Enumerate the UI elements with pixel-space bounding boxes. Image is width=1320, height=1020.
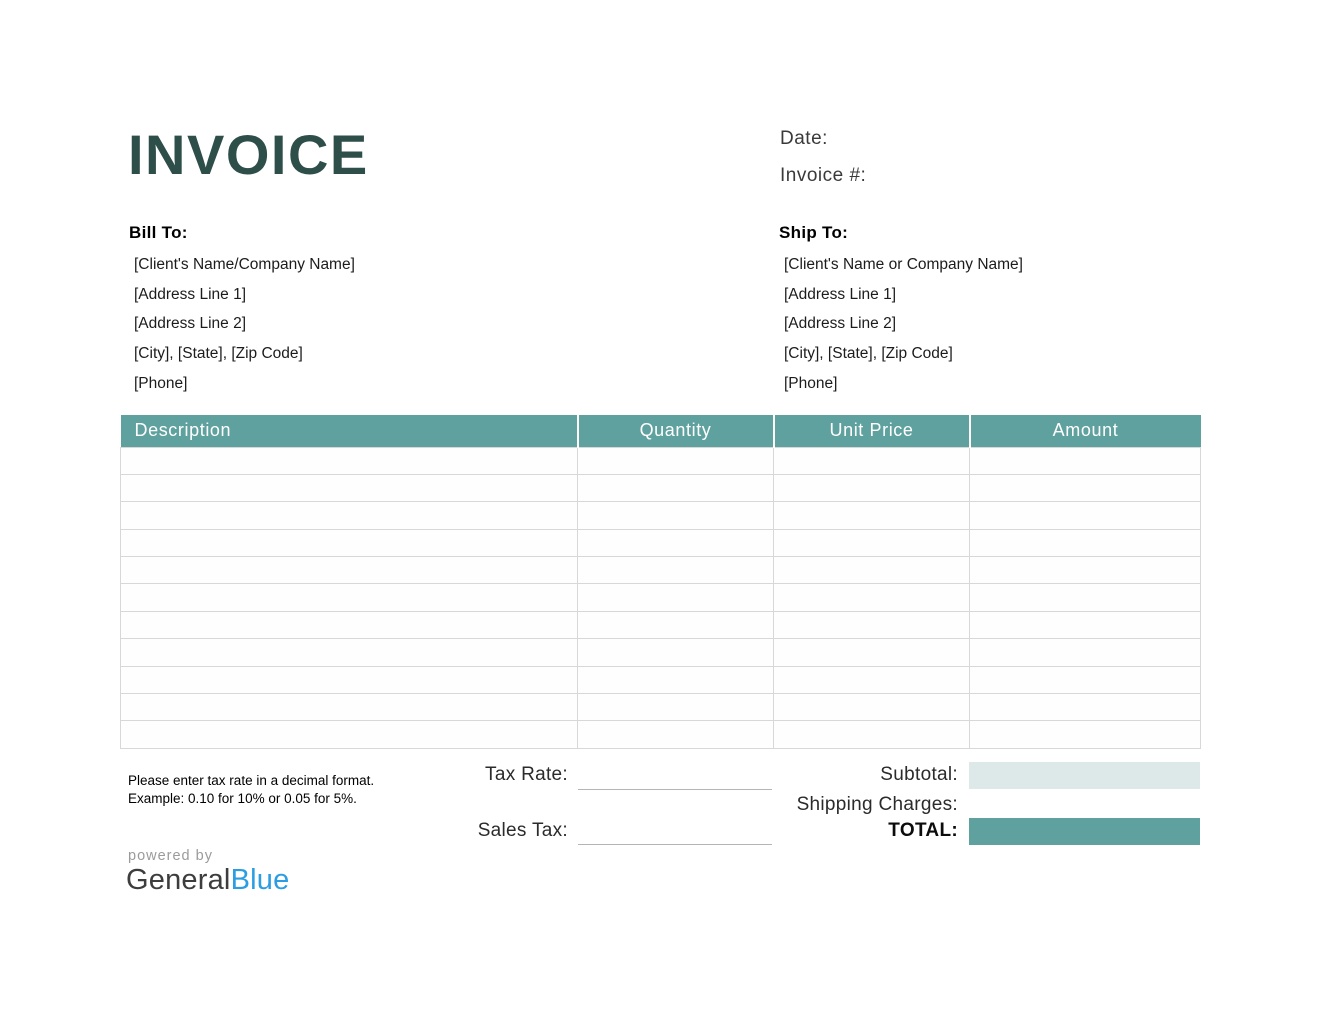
table-cell[interactable] — [969, 638, 1201, 667]
table-cell[interactable] — [120, 610, 578, 640]
table-row — [120, 610, 1201, 640]
powered-by-label: powered by — [128, 848, 213, 864]
table-cell[interactable] — [577, 556, 774, 585]
table-row — [120, 556, 1201, 585]
bill-to-address-line-1: [Address Line 1] — [134, 285, 247, 303]
table-cell[interactable] — [577, 665, 774, 695]
table-header-row: Description Quantity Unit Price Amount — [120, 415, 1201, 447]
ship-to-address-line-2: [Address Line 2] — [784, 315, 897, 333]
table-cell[interactable] — [120, 638, 578, 667]
bill-to-address-line-2: [Address Line 2] — [134, 315, 247, 333]
tax-rate-input[interactable] — [578, 765, 772, 790]
table-cell[interactable] — [773, 473, 970, 503]
ship-to-section: Ship To: [Client's Name or Company Name]… — [779, 223, 1199, 399]
table-row — [120, 665, 1201, 695]
table-cell[interactable] — [773, 583, 970, 612]
table-row — [120, 528, 1201, 558]
table-row — [120, 473, 1201, 503]
table-cell[interactable] — [120, 583, 578, 612]
sales-tax-input[interactable] — [578, 820, 772, 845]
line-items-table: Description Quantity Unit Price Amount — [120, 415, 1201, 749]
tax-note-line-1: Please enter tax rate in a decimal forma… — [128, 773, 375, 788]
table-cell[interactable] — [773, 556, 970, 585]
table-cell[interactable] — [120, 501, 578, 530]
bill-to-heading: Bill To: — [129, 223, 188, 242]
ship-to-heading: Ship To: — [779, 223, 849, 242]
subtotal-label: Subtotal: — [880, 764, 958, 785]
table-cell[interactable] — [969, 528, 1201, 558]
table-cell[interactable] — [773, 638, 970, 667]
table-row — [120, 638, 1201, 667]
bill-to-city-state-zip: [City], [State], [Zip Code] — [134, 345, 303, 363]
table-cell[interactable] — [577, 720, 774, 749]
brand-blue: Blue — [230, 864, 290, 896]
shipping-charges-label: Shipping Charges: — [796, 794, 958, 815]
table-cell[interactable] — [969, 556, 1201, 585]
tax-note: Please enter tax rate in a decimal forma… — [128, 772, 374, 807]
ship-to-city-state-zip: [City], [State], [Zip Code] — [784, 345, 953, 363]
table-cell[interactable] — [577, 693, 774, 722]
ship-to-client-name: [Client's Name or Company Name] — [784, 256, 1023, 273]
tax-note-line-2: Example: 0.10 for 10% or 0.05 for 5%. — [128, 790, 357, 806]
subtotal-value-cell[interactable] — [969, 762, 1200, 789]
table-cell[interactable] — [773, 501, 970, 530]
sales-tax-label: Sales Tax: — [477, 820, 568, 841]
table-cell[interactable] — [120, 446, 578, 475]
bill-to-section: Bill To: [Client's Name/Company Name] [A… — [129, 223, 549, 399]
table-cell[interactable] — [969, 610, 1201, 640]
ship-to-lines: [Client's Name or Company Name] [Address… — [779, 250, 1199, 399]
column-header-unit-price: Unit Price — [772, 415, 970, 447]
table-cell[interactable] — [577, 610, 774, 640]
tax-rate-label: Tax Rate: — [485, 764, 568, 785]
table-cell[interactable] — [120, 556, 578, 585]
table-cell[interactable] — [577, 583, 774, 612]
table-cell[interactable] — [969, 693, 1201, 722]
bill-to-phone: [Phone] — [134, 374, 188, 392]
invoice-meta: Date: Invoice #: — [780, 127, 866, 201]
total-label: TOTAL: — [888, 820, 958, 841]
table-cell[interactable] — [773, 693, 970, 722]
table-cell[interactable] — [773, 446, 970, 475]
table-cell[interactable] — [773, 528, 970, 558]
table-cell[interactable] — [577, 501, 774, 530]
table-cell[interactable] — [969, 583, 1201, 612]
bill-to-client-name: [Client's Name/Company Name] — [134, 256, 355, 273]
table-cell[interactable] — [773, 665, 970, 695]
table-cell[interactable] — [120, 473, 578, 503]
table-row — [120, 501, 1201, 530]
table-cell[interactable] — [120, 665, 578, 695]
table-cell[interactable] — [969, 473, 1201, 503]
table-cell[interactable] — [120, 528, 578, 558]
table-body — [120, 446, 1201, 749]
column-header-quantity: Quantity — [576, 415, 774, 447]
table-cell[interactable] — [773, 720, 970, 749]
table-row — [120, 583, 1201, 612]
date-label: Date: — [780, 128, 828, 149]
ship-to-phone: [Phone] — [784, 374, 838, 392]
table-cell[interactable] — [969, 501, 1201, 530]
invoice-number-label: Invoice #: — [780, 165, 867, 186]
table-cell[interactable] — [577, 528, 774, 558]
table-row — [120, 446, 1201, 475]
table-row — [120, 720, 1201, 749]
table-cell[interactable] — [577, 473, 774, 503]
table-cell[interactable] — [969, 665, 1201, 695]
column-header-description: Description — [120, 415, 578, 447]
general-blue-logo: GeneralBlue — [126, 864, 289, 897]
brand-general: General — [126, 864, 231, 896]
table-cell[interactable] — [969, 720, 1201, 749]
bill-to-lines: [Client's Name/Company Name] [Address Li… — [129, 250, 549, 399]
total-value-cell[interactable] — [969, 818, 1200, 845]
table-cell[interactable] — [577, 446, 774, 475]
table-cell[interactable] — [120, 720, 578, 749]
table-cell[interactable] — [120, 693, 578, 722]
ship-to-address-line-1: [Address Line 1] — [784, 285, 897, 303]
column-header-amount: Amount — [968, 415, 1201, 447]
table-cell[interactable] — [577, 638, 774, 667]
page-title: INVOICE — [128, 123, 369, 186]
table-cell[interactable] — [969, 446, 1201, 475]
table-cell[interactable] — [773, 610, 970, 640]
table-row — [120, 693, 1201, 722]
